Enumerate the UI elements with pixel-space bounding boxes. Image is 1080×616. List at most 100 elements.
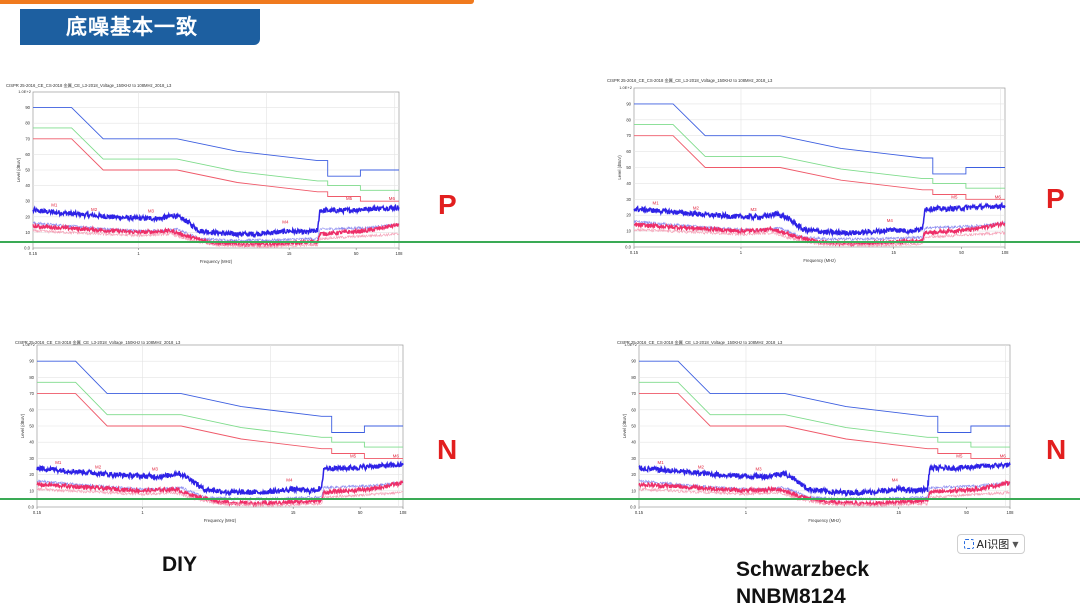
x-tick-label: 108 (400, 510, 408, 515)
trace-2 (32, 220, 400, 243)
y-tick-label: 90 (631, 359, 636, 364)
marker-m3: M3 (756, 466, 763, 471)
y-tick-label: 10 (626, 229, 631, 234)
y-tick-label: 80 (631, 375, 636, 380)
y-tick-label: 40 (631, 440, 636, 445)
label-n-right: N (1046, 434, 1067, 465)
trace-4 (638, 487, 1011, 508)
x-axis-label: Frequency (MHz) (204, 518, 237, 523)
y-tick-label: 10 (29, 488, 34, 493)
caption-schwarzbeck-line2: NNBM8124 (736, 585, 846, 608)
x-axis-label: Frequency (MHz) (200, 259, 233, 264)
y-unit-label: 1.0E+2 (18, 89, 32, 94)
label-n-left: N (437, 434, 458, 465)
trace-3 (638, 479, 1011, 508)
y-tick-label: 20 (25, 214, 30, 219)
y-tick-label: 60 (631, 407, 636, 412)
x-tick-label: 50 (358, 510, 363, 515)
y-tick-label: 90 (626, 101, 631, 106)
limit-line-2 (634, 124, 1005, 189)
caption-diy: DIY (162, 553, 198, 576)
x-tick-label: 15 (896, 510, 901, 515)
marker-m6: M6 (995, 194, 1002, 199)
y-tick-label: 30 (29, 456, 34, 461)
scan-icon (963, 539, 974, 549)
caption-schwarzbeck-line1: Schwarzbeck (736, 558, 870, 581)
y-tick-label: 80 (25, 121, 30, 126)
chart-diy-n: CISPR 25-2016_CE_CS-2018 金属_CE_L3-2018_V… (15, 339, 408, 523)
y-tick-label: 20 (631, 472, 636, 477)
limit-line-1 (634, 103, 1005, 175)
limit-line-2 (33, 127, 399, 191)
y-tick-label: 30 (626, 197, 631, 202)
y-tick-label: 0.0 (625, 245, 631, 250)
y-tick-label: 90 (29, 359, 34, 364)
marker-m3: M3 (751, 207, 758, 212)
marker-m1: M1 (51, 202, 58, 207)
y-tick-label: 50 (631, 424, 636, 429)
y-tick-label: 40 (25, 183, 30, 188)
limit-line-2 (639, 381, 1010, 448)
y-unit-label: 1.0E+2 (22, 342, 36, 347)
y-tick-label: 0.0 (630, 505, 636, 510)
y-tick-label: 50 (29, 424, 34, 429)
marker-m2: M2 (698, 465, 705, 470)
y-tick-label: 50 (25, 168, 30, 173)
marker-m6: M6 (393, 453, 400, 458)
trace-4 (32, 228, 400, 249)
chart-title: CISPR 25-2016_CE_CS-2018 金属_CE_L3-2018_V… (6, 82, 172, 89)
marker-m4: M4 (887, 218, 894, 223)
chart-title: CISPR 25-2016_CE_CS-2018 金属_CE_L3-2018_V… (15, 339, 181, 346)
y-tick-label: 70 (29, 391, 34, 396)
x-tick-label: 1 (137, 251, 140, 256)
y-tick-label: 40 (29, 440, 34, 445)
reference-line-top (0, 241, 1080, 243)
y-axis-label: Level (dBuV) (622, 413, 627, 438)
y-axis-label: Level (dBuV) (20, 413, 25, 438)
x-tick-label: 15 (891, 250, 896, 255)
top-accent-bar (0, 0, 474, 4)
x-tick-label: 15 (291, 510, 296, 515)
y-tick-label: 30 (631, 456, 636, 461)
trace-1 (633, 201, 1006, 238)
ai-recognize-label: AI识图 (976, 538, 1010, 551)
y-tick-label: 40 (626, 181, 631, 186)
slide-title: 底噪基本一致 (20, 9, 260, 45)
x-tick-label: 0.15 (29, 251, 38, 256)
y-tick-label: 50 (626, 165, 631, 170)
x-axis-label: Frequency (MHz) (803, 258, 836, 263)
y-tick-label: 20 (29, 472, 34, 477)
marker-m3: M3 (152, 466, 159, 471)
y-axis-label: Level (dBuV) (617, 155, 622, 180)
x-tick-label: 0.15 (630, 250, 639, 255)
x-tick-label: 50 (959, 250, 964, 255)
x-tick-label: 1 (740, 250, 743, 255)
reference-line-bottom (0, 498, 1080, 500)
chart-diy-p: CISPR 25-2016_CE_CS-2018 金属_CE_L3-2018_V… (6, 82, 404, 264)
marker-m4: M4 (892, 478, 899, 483)
ai-recognize-button[interactable]: AI识图 ▼ (957, 534, 1025, 554)
limit-line-3 (37, 393, 403, 459)
marker-m1: M1 (55, 460, 62, 465)
marker-m2: M2 (693, 205, 700, 210)
y-unit-label: 1.0E+2 (619, 85, 633, 90)
x-tick-label: 108 (1007, 510, 1015, 515)
y-tick-label: 60 (25, 152, 30, 157)
chart-schwarzbeck-n: CISPR 25-2016_CE_CS-2018 金属_CE_L3-2018_V… (617, 339, 1015, 523)
marker-m2: M2 (91, 207, 98, 212)
limit-line-1 (37, 360, 403, 433)
marker-m6: M6 (389, 196, 396, 201)
marker-m5: M5 (346, 196, 353, 201)
limit-line-1 (639, 360, 1010, 433)
y-tick-label: 0.0 (28, 505, 34, 510)
x-tick-label: 50 (354, 251, 359, 256)
y-tick-label: 0.0 (24, 246, 30, 251)
caption-schwarzbeck: Schwarzbeck NNBM8124 (736, 556, 869, 610)
y-tick-label: 90 (25, 105, 30, 110)
x-tick-label: 108 (396, 251, 404, 256)
y-tick-label: 60 (29, 407, 34, 412)
x-axis-label: Frequency (MHz) (808, 518, 841, 523)
y-tick-label: 70 (626, 133, 631, 138)
x-tick-label: 15 (287, 251, 292, 256)
trace-3 (36, 479, 404, 508)
